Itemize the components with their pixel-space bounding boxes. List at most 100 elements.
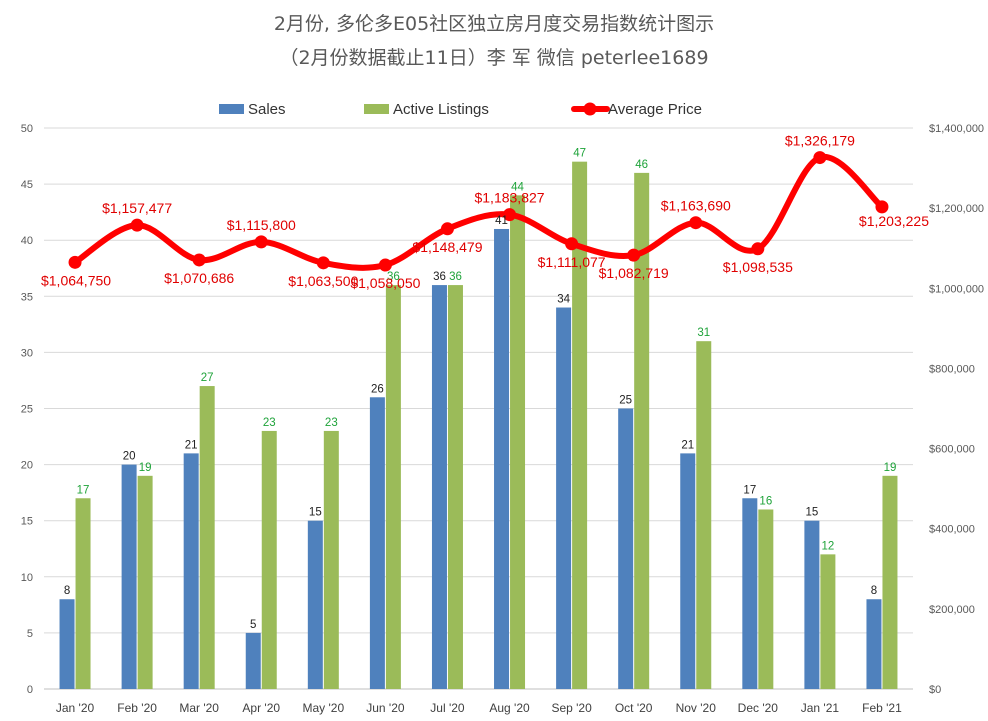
y-tick-label-left: 50 <box>21 123 33 135</box>
x-tick-label: Sep '20 <box>551 701 592 715</box>
x-tick-label: Feb '20 <box>117 701 157 715</box>
active-listings-value-label: 44 <box>511 181 524 193</box>
active-listings-bar <box>323 430 339 689</box>
sales-value-label: 26 <box>371 383 384 395</box>
active-listings-bar <box>137 475 153 689</box>
y-tick-label-left: 25 <box>21 404 33 416</box>
y-tick-label-right: $0 <box>929 684 941 696</box>
sales-bar <box>183 453 199 689</box>
x-tick-label: May '20 <box>302 701 344 715</box>
active-listings-bar <box>634 172 650 689</box>
average-price-value-label: $1,163,690 <box>661 198 731 214</box>
active-listings-value-label: 17 <box>77 484 90 496</box>
average-price-value-label: $1,070,686 <box>164 270 234 286</box>
sales-bar <box>431 285 447 689</box>
sales-bar <box>556 307 572 689</box>
legend-label-sales: Sales <box>248 101 286 118</box>
y-tick-label-right: $800,000 <box>929 363 975 375</box>
active-listings-value-label: 16 <box>759 495 772 507</box>
average-price-marker <box>378 258 392 272</box>
average-price-marker <box>565 237 579 251</box>
y-tick-label-left: 45 <box>21 179 33 191</box>
sales-value-label: 21 <box>681 439 694 451</box>
sales-bar <box>307 520 323 689</box>
sales-value-label: 5 <box>250 619 256 631</box>
y-tick-label-left: 35 <box>21 291 33 303</box>
active-listings-value-label: 47 <box>573 148 586 160</box>
sales-bar <box>742 498 758 689</box>
average-price-value-label: $1,326,179 <box>785 133 855 149</box>
average-price-value-label: $1,183,827 <box>474 190 544 206</box>
active-listings-value-label: 19 <box>139 462 152 474</box>
average-price-marker <box>689 216 703 230</box>
active-listings-bar <box>820 554 836 689</box>
active-listings-value-label: 36 <box>449 271 462 283</box>
active-listings-value-label: 23 <box>263 417 276 429</box>
sales-value-label: 20 <box>123 451 136 463</box>
active-listings-value-label: 23 <box>325 417 338 429</box>
sales-bar <box>618 408 634 689</box>
sales-value-label: 34 <box>557 294 570 306</box>
average-price-marker <box>440 222 454 236</box>
legend-swatch-sales <box>219 104 244 114</box>
active-listings-bar <box>385 285 401 689</box>
average-price-marker <box>130 218 144 232</box>
sales-value-label: 15 <box>309 507 322 519</box>
x-tick-label: Nov '20 <box>676 701 717 715</box>
y-tick-label-left: 10 <box>21 572 33 584</box>
average-price-marker <box>751 242 765 256</box>
average-price-marker <box>627 248 641 262</box>
active-listings-bar <box>261 430 277 689</box>
active-listings-value-label: 31 <box>697 327 710 339</box>
sales-bar <box>866 599 882 689</box>
price-line <box>68 151 889 272</box>
sales-value-label: 21 <box>185 439 198 451</box>
sales-value-label: 41 <box>495 215 508 227</box>
y-tick-label-left: 15 <box>21 516 33 528</box>
average-price-value-label: $1,157,477 <box>102 200 172 216</box>
sales-bar <box>680 453 696 689</box>
chart-subtitle: （2月份数据截止11日）李 军 微信 peterlee1689 <box>279 47 708 69</box>
sales-value-label: 17 <box>743 484 756 496</box>
bars <box>59 161 898 690</box>
sales-bar <box>804 520 820 689</box>
x-tick-label: Jun '20 <box>366 701 405 715</box>
chart-title: 2月份, 多伦多E05社区独立房月度交易指数统计图示 <box>274 13 714 35</box>
average-price-marker <box>316 256 330 270</box>
x-axis: Jan '20 Feb '20 Mar '20 Apr '20 May '20 Jun '… <box>56 701 902 715</box>
active-listings-value-label: 36 <box>387 271 400 283</box>
average-price-marker <box>875 200 889 214</box>
y-tick-label-right: $1,400,000 <box>929 123 984 135</box>
y-tick-label-left: 30 <box>21 347 33 359</box>
active-listings-value-label: 27 <box>201 372 214 384</box>
average-price-value-label: $1,063,500 <box>288 273 358 289</box>
active-listings-bar <box>447 285 463 689</box>
average-price-value-label: $1,115,800 <box>227 217 296 233</box>
active-listings-bar <box>199 386 215 689</box>
x-tick-label: Oct '20 <box>615 701 653 715</box>
sales-bar <box>369 397 385 689</box>
x-tick-label: Aug '20 <box>489 701 530 715</box>
active-listings-bar <box>572 161 588 689</box>
x-tick-label: Jan '21 <box>801 701 840 715</box>
sales-value-label: 25 <box>619 395 632 407</box>
average-price-value-label: $1,058,050 <box>350 275 420 291</box>
active-listings-bar <box>696 341 712 689</box>
sales-bar <box>59 599 75 689</box>
x-tick-label: Mar '20 <box>179 701 219 715</box>
y-tick-label-right: $1,000,000 <box>929 283 984 295</box>
average-price-marker <box>503 208 517 222</box>
y-tick-label-left: 40 <box>21 235 33 247</box>
y-tick-label-right: $1,200,000 <box>929 203 984 215</box>
average-price-marker <box>813 151 827 165</box>
active-listings-bar <box>758 509 774 689</box>
average-price-value-label: $1,111,077 <box>538 254 606 270</box>
average-price-marker <box>192 253 206 267</box>
sales-value-label: 8 <box>871 585 877 597</box>
sales-bar <box>494 228 510 690</box>
sales-value-label: 36 <box>433 271 446 283</box>
sales-bar <box>121 464 137 689</box>
y-axis-right: $0 $200,000 $400,000 $600,000 $800,000 $1,000… <box>929 123 984 696</box>
sales-value-label: 8 <box>64 585 70 597</box>
